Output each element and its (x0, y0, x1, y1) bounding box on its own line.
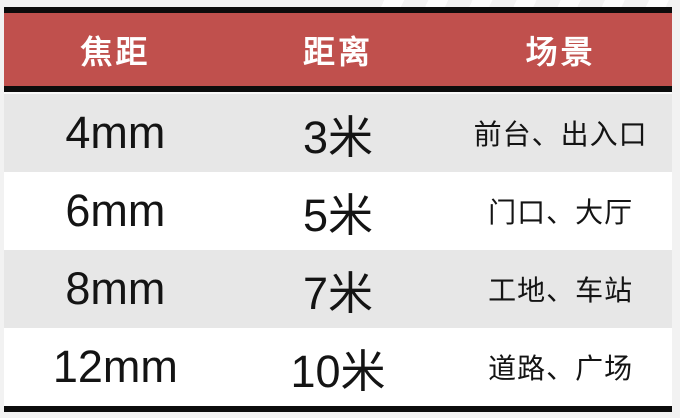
table-header-bottom-border (4, 86, 672, 92)
cell-distance: 5米 (302, 189, 374, 241)
table-row: 6mm 5米 门口、大厅 (4, 172, 672, 250)
table-row: 8mm 7米 工地、车站 (4, 250, 672, 328)
table-bottom-border (4, 406, 672, 412)
cell-scene: 工地、车站 (488, 275, 634, 306)
cell-scene: 道路、广场 (488, 353, 634, 384)
table-top-border (4, 7, 672, 13)
table-row: 12mm 10米 道路、广场 (4, 328, 672, 406)
header-distance: 距离 (303, 33, 374, 70)
header-gap-line (4, 92, 672, 94)
cell-focal-length: 6mm (65, 185, 166, 236)
cell-scene: 前台、出入口 (473, 119, 648, 150)
header-scene: 场景 (525, 33, 596, 70)
cell-distance: 7米 (302, 267, 374, 319)
cell-focal-length: 8mm (65, 263, 166, 314)
header-focal-length: 焦距 (80, 33, 151, 70)
table-header-row: 焦距 距离 场景 (4, 13, 672, 86)
cell-distance: 10米 (290, 345, 386, 397)
cell-distance: 3米 (302, 111, 374, 163)
focal-length-table: 焦距 距离 场景 4mm 3米 前台、出入口 6mm 5米 门口、大厅 8mm … (4, 7, 672, 412)
cell-scene: 门口、大厅 (488, 197, 634, 228)
cell-focal-length: 12mm (52, 341, 178, 392)
table-row: 4mm 3米 前台、出入口 (4, 94, 672, 172)
cell-focal-length: 4mm (65, 107, 166, 158)
